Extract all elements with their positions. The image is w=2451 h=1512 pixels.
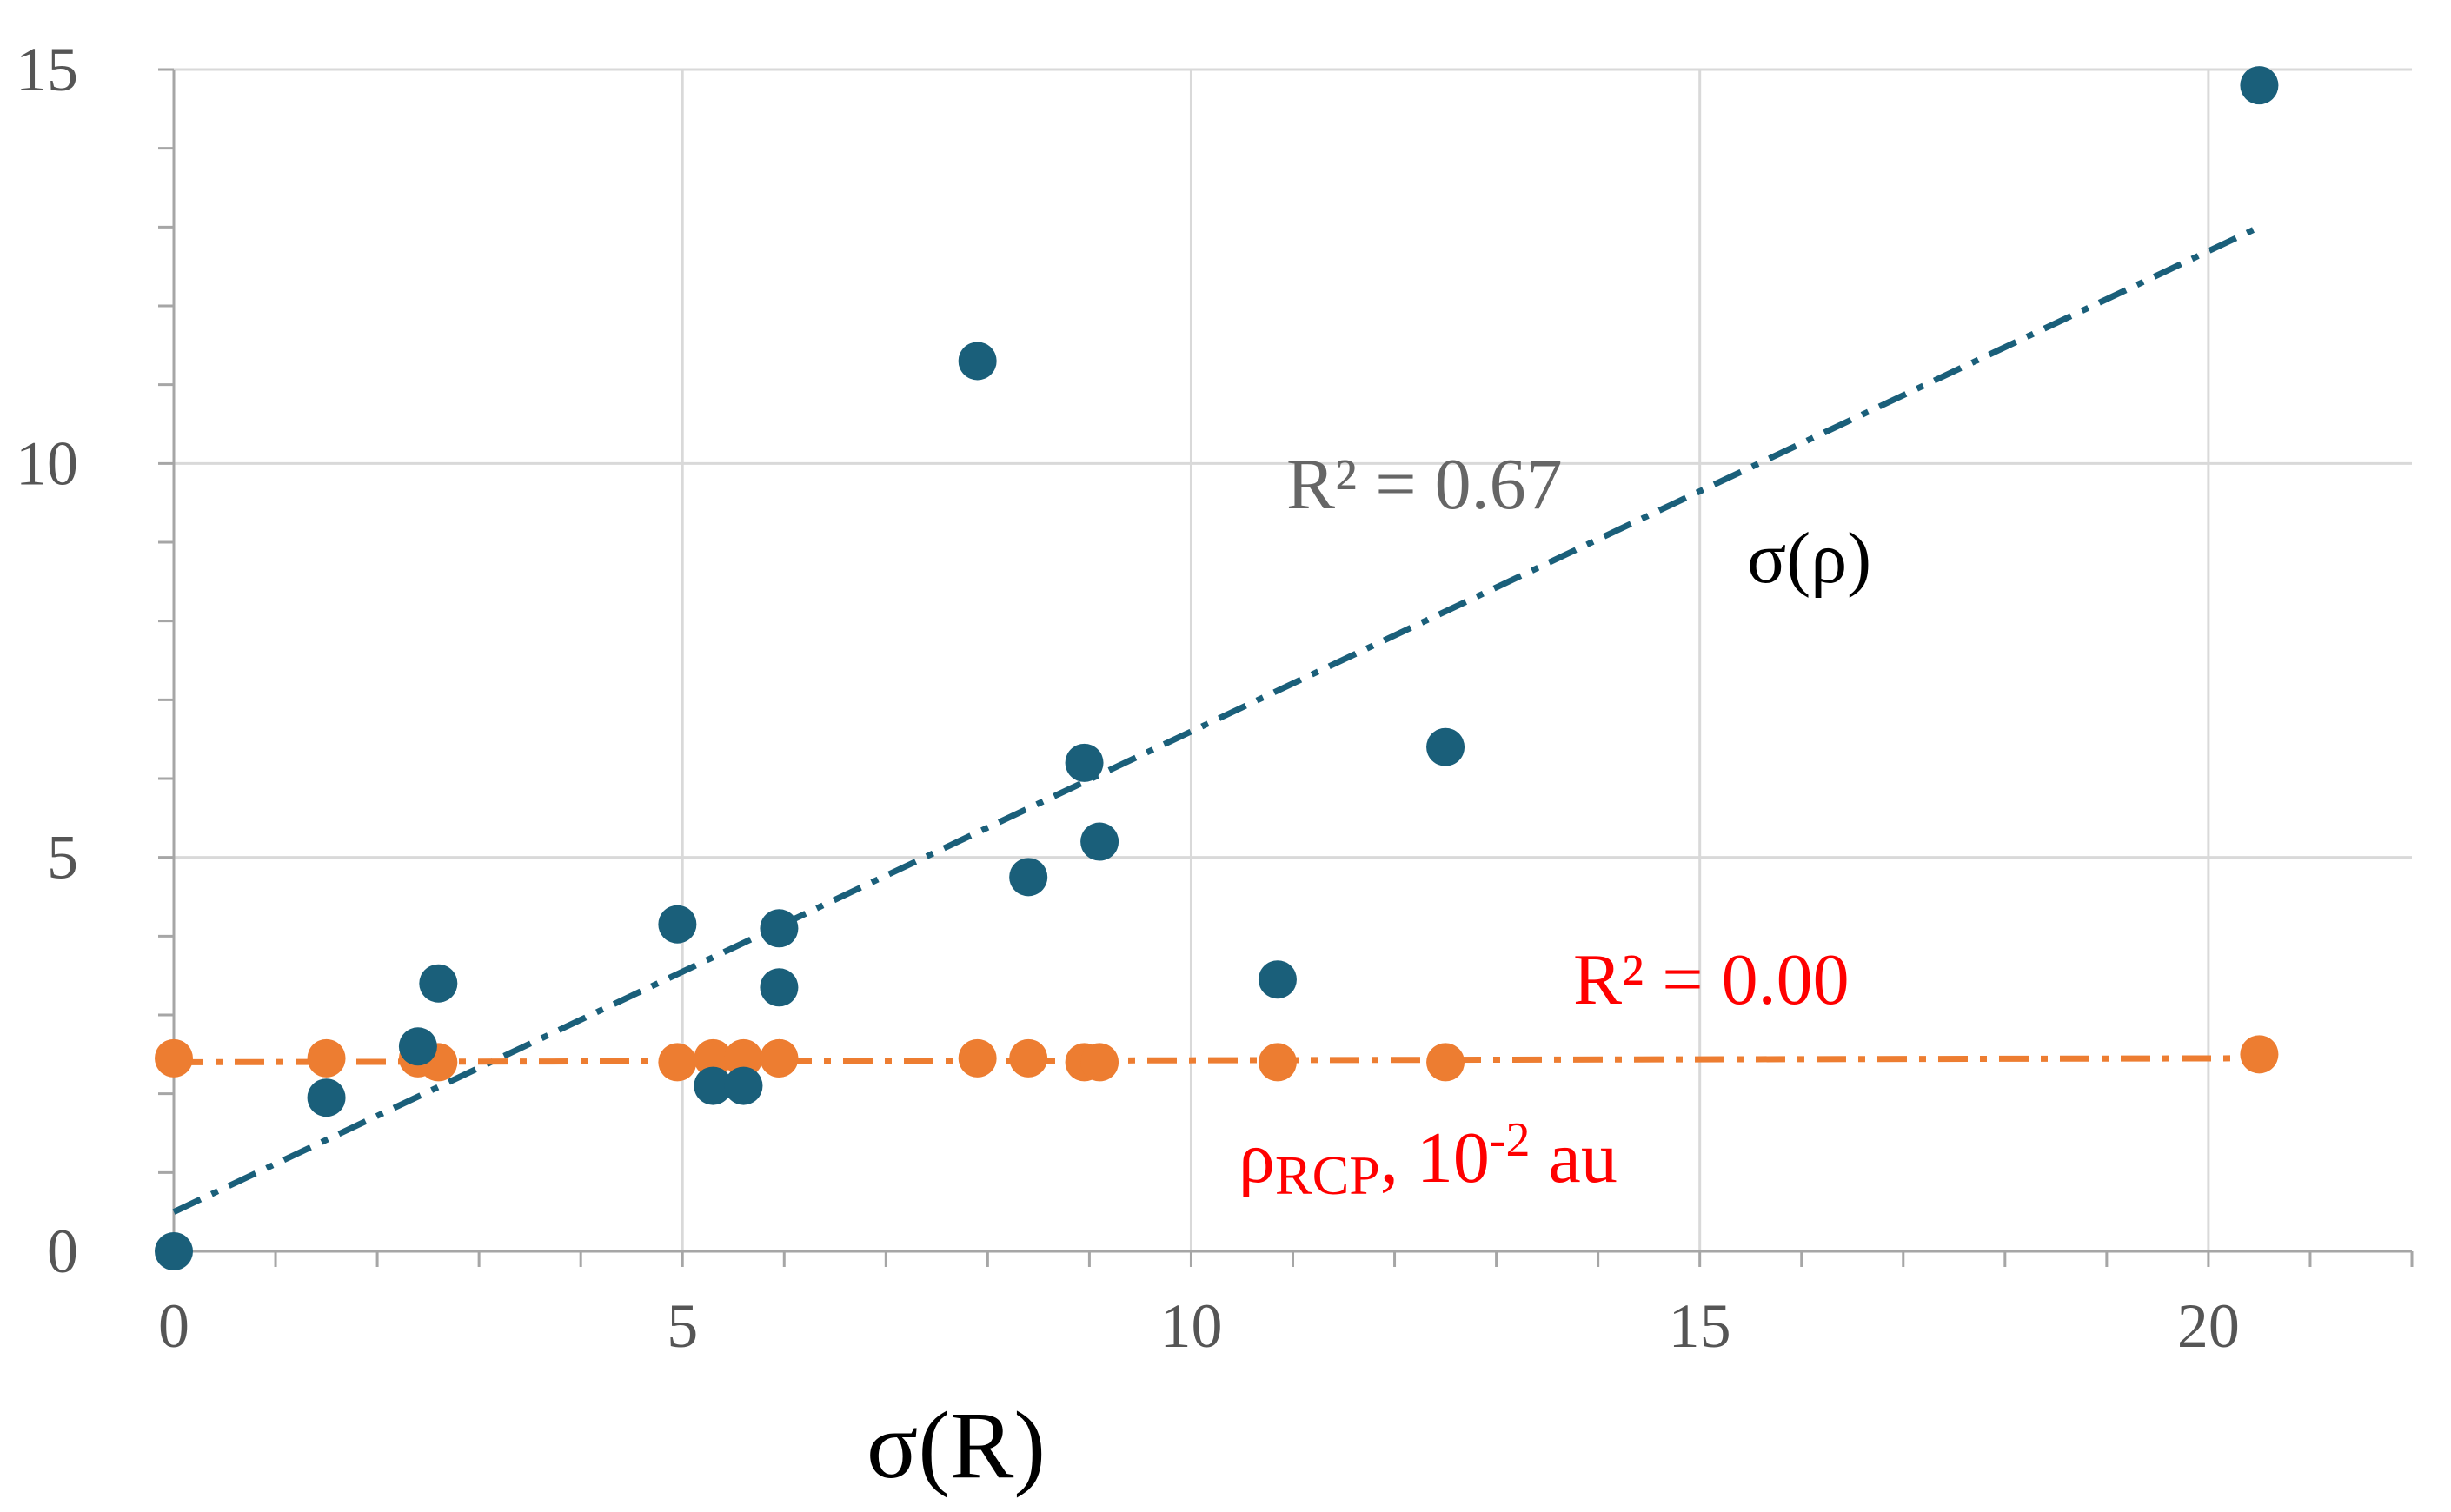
data-point-sigma-rho xyxy=(694,1066,733,1105)
y-tick-label: 15 xyxy=(16,35,78,104)
x-tick-label: 20 xyxy=(2177,1291,2240,1361)
data-point-rho-rcp xyxy=(2240,1035,2279,1074)
data-point-sigma-rho xyxy=(760,968,799,1007)
data-point-sigma-rho xyxy=(1426,727,1465,766)
data-point-sigma-rho xyxy=(155,1232,193,1270)
x-tick-label: 0 xyxy=(158,1291,189,1361)
data-point-rho-rcp xyxy=(724,1038,763,1078)
x-axis-title: σ(R) xyxy=(867,1392,1046,1498)
data-point-sigma-rho xyxy=(1009,858,1048,897)
data-point-sigma-rho xyxy=(1080,822,1119,861)
labels: σ(R) σ(ρ) R² = 0.67 R² = 0.00 ρRCP, 10-2… xyxy=(867,444,1871,1498)
y-tick-label: 5 xyxy=(47,823,78,892)
trendline-rho-rcp xyxy=(173,1055,2260,1065)
data-point-sigma-rho xyxy=(2240,66,2279,105)
data-point-rho-rcp xyxy=(1080,1043,1119,1082)
y-tick-label: 0 xyxy=(47,1217,78,1286)
data-point-rho-rcp xyxy=(760,1038,799,1078)
data-point-sigma-rho xyxy=(958,342,997,381)
data-point-sigma-rho xyxy=(760,909,799,948)
rcp-label-rest: , 10 xyxy=(1380,1117,1490,1198)
x-tick-label: 5 xyxy=(667,1291,698,1361)
series-label-rho-rcp: ρRCP, 10-2 au xyxy=(1239,1113,1617,1206)
data-point-sigma-rho xyxy=(1065,743,1104,782)
data-point-sigma-rho xyxy=(1258,960,1297,999)
x-tick-label: 10 xyxy=(1159,1291,1222,1361)
rcp-label-subscript: RCP xyxy=(1275,1144,1380,1206)
rcp-label-superscript: -2 xyxy=(1490,1113,1531,1167)
r2-label-blue: R² = 0.67 xyxy=(1286,444,1563,525)
grid xyxy=(174,68,2412,1251)
data-point-sigma-rho xyxy=(398,1027,437,1066)
trendline-sigma-rho xyxy=(172,224,2261,1215)
data-point-rho-rcp xyxy=(694,1038,733,1078)
series-label-sigma-rho: σ(ρ) xyxy=(1747,518,1871,599)
r2-label-orange: R² = 0.00 xyxy=(1573,939,1850,1020)
data-points xyxy=(155,66,2279,1270)
data-point-sigma-rho xyxy=(658,905,697,944)
rcp-label-main: ρ xyxy=(1239,1117,1275,1198)
axes: 0 5 10 15 20 0 5 10 15 xyxy=(16,35,2414,1361)
data-point-rho-rcp xyxy=(307,1038,346,1078)
data-point-rho-rcp xyxy=(958,1038,997,1078)
data-point-sigma-rho xyxy=(419,964,458,1003)
data-point-sigma-rho xyxy=(724,1066,763,1105)
data-point-rho-rcp xyxy=(155,1038,193,1078)
y-tick-label: 10 xyxy=(16,428,78,498)
data-point-sigma-rho xyxy=(307,1078,346,1117)
trendlines xyxy=(172,224,2261,1215)
rcp-label-unit: au xyxy=(1531,1117,1617,1198)
x-tick-label: 15 xyxy=(1669,1291,1731,1361)
data-point-rho-rcp xyxy=(1009,1038,1048,1078)
data-point-rho-rcp xyxy=(1258,1043,1297,1082)
data-point-rho-rcp xyxy=(658,1043,697,1082)
data-point-rho-rcp xyxy=(1426,1043,1465,1082)
